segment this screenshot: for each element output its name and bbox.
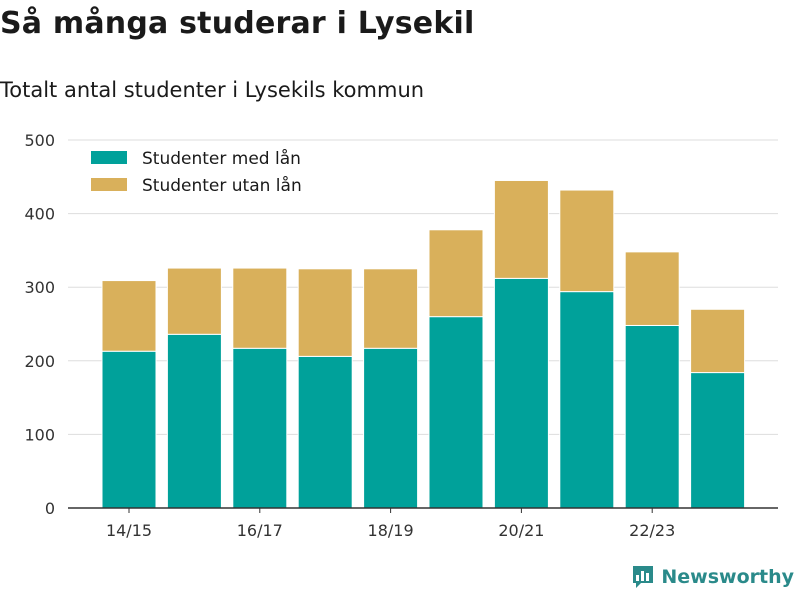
brand-name: Newsworthy (661, 566, 794, 588)
bar-segment-with-loan (428, 316, 484, 509)
axes: 0 100 200 300 400 500 14/15 16/17 18/19 20/21 22/2… (24, 131, 778, 540)
bar-chart-speech-bubble-icon (633, 566, 654, 588)
y-tick-label: 500 (24, 131, 55, 150)
bar-segment-without-loan (166, 267, 222, 335)
bars (101, 179, 746, 509)
x-tick-label: 18/19 (368, 521, 414, 540)
legend-swatch (91, 178, 127, 191)
bar-segment-with-loan (297, 355, 353, 509)
legend-label: Studenter utan lån (142, 175, 302, 196)
bar-segment-with-loan (101, 350, 157, 509)
x-tick-label: 16/17 (237, 521, 283, 540)
bar-segment-with-loan (166, 333, 222, 509)
x-tick-label: 20/21 (498, 521, 544, 540)
y-tick-label: 400 (24, 205, 55, 224)
x-tick-label: 14/15 (106, 521, 152, 540)
bar-segment-with-loan (363, 347, 419, 509)
bar-segment-without-loan (297, 268, 353, 357)
bar-segment-with-loan (690, 372, 746, 509)
y-tick-label: 100 (24, 425, 55, 444)
y-tick-label: 300 (24, 278, 55, 297)
bar-segment-with-loan (559, 291, 615, 509)
bar-segment-without-loan (559, 189, 615, 293)
legend: Studenter med lån Studenter utan lån (91, 148, 302, 196)
legend-label: Studenter med lån (142, 148, 301, 169)
page-title: Så många studerar i Lysekil (0, 6, 475, 41)
bar-segment-without-loan (101, 280, 157, 352)
bar-segment-without-loan (493, 179, 549, 279)
legend-swatch (91, 151, 127, 164)
y-tick-label: 0 (45, 499, 55, 518)
bar-segment-without-loan (428, 229, 484, 318)
page-subtitle: Totalt antal studenter i Lysekils kommun (0, 78, 425, 102)
bar-segment-with-loan (624, 324, 680, 509)
bar-segment-with-loan (493, 277, 549, 509)
bar-segment-with-loan (232, 347, 288, 509)
bar-segment-without-loan (624, 251, 680, 326)
y-tick-label: 200 (24, 352, 55, 371)
bar-segment-without-loan (690, 308, 746, 374)
bar-segment-without-loan (363, 268, 419, 349)
bar-segment-without-loan (232, 267, 288, 349)
brand-logo: Newsworthy (631, 564, 794, 590)
x-tick-label: 22/23 (629, 521, 675, 540)
